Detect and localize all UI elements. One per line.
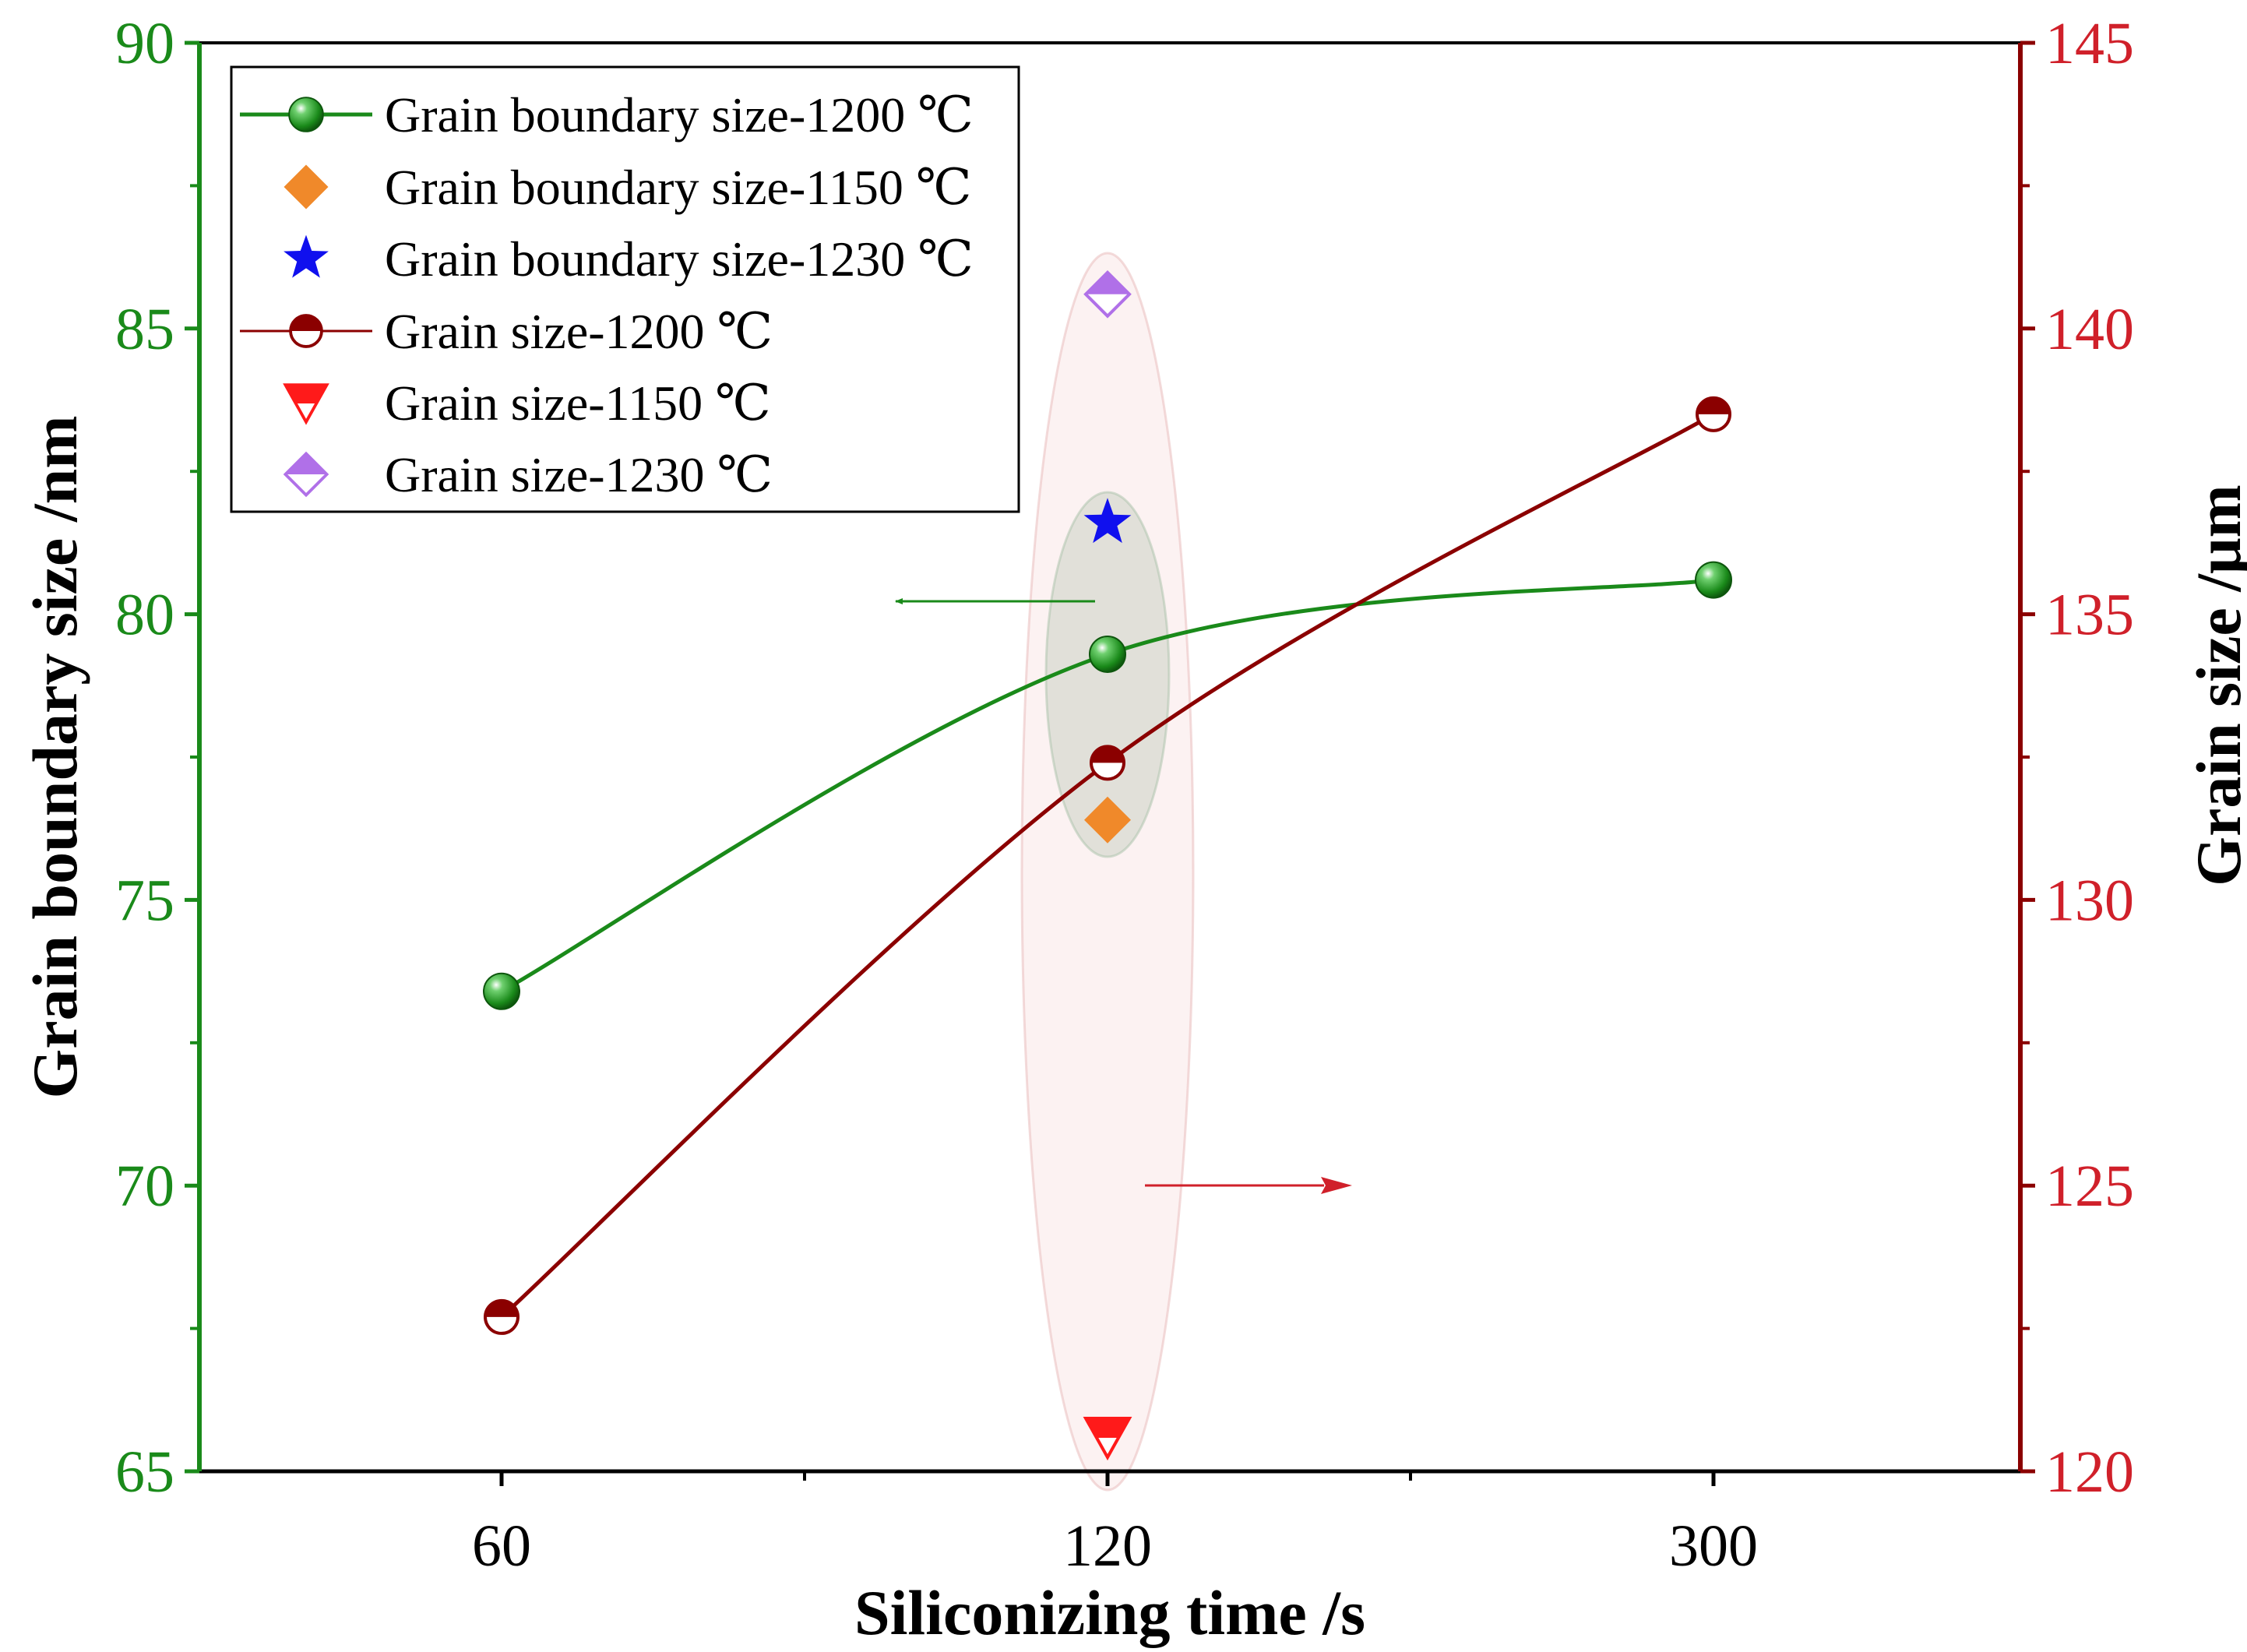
x-tick-labels: 60 120 300 (472, 1513, 1758, 1579)
grain-size-1230-marker (1083, 269, 1132, 319)
markers (483, 269, 1732, 1461)
right-y-tick-label: 145 (2045, 11, 2134, 76)
legend-marker (288, 97, 324, 132)
grain-boundary-1150-marker (1084, 796, 1131, 844)
legend-marker (289, 314, 323, 348)
legend-label: Grain boundary size-1150 ℃ (385, 160, 971, 215)
right-y-tick-label: 125 (2045, 1154, 2134, 1219)
legend-box (230, 65, 1020, 513)
legend-label: Grain boundary size-1230 ℃ (385, 231, 974, 287)
grain-boundary-1200-marker (483, 972, 520, 1010)
grain-boundary-1230-marker (1083, 498, 1132, 544)
left-y-tick-label: 75 (115, 868, 174, 933)
x-tick-label: 300 (1669, 1513, 1758, 1579)
right-y-ticks: 120 125 130 135 140 145 (2020, 11, 2134, 1505)
grain-boundary-1200-marker (1089, 635, 1126, 673)
grain-boundary-1200-marker (1695, 561, 1732, 599)
right-y-tick-label: 120 (2045, 1439, 2134, 1505)
legend-label: Grain size-1200 ℃ (385, 304, 773, 359)
legend-label: Grain size-1230 ℃ (385, 447, 773, 502)
right-y-axis-title: Grain size /μm (2183, 484, 2247, 886)
right-y-tick-label: 130 (2045, 868, 2134, 933)
grain-size-1200-marker (484, 1298, 519, 1335)
legend-label: Grain size-1150 ℃ (385, 375, 771, 431)
right-y-tick-label: 140 (2045, 297, 2134, 362)
left-y-tick-label: 85 (115, 297, 174, 362)
legend-label: Grain boundary size-1200 ℃ (385, 87, 974, 143)
left-y-tick-label: 70 (115, 1154, 174, 1219)
x-ticks (499, 1471, 1716, 1486)
legend-marker (284, 234, 329, 278)
grain-size-highlight-ellipse (1020, 252, 1195, 1492)
legend-marker (283, 383, 329, 425)
x-axis-title: Siliconizing time /s (854, 1577, 1365, 1648)
direction-arrows (895, 598, 1352, 1194)
grain-size-1200-marker (1696, 396, 1731, 432)
legend: Grain boundary size-1200 ℃ Grain boundar… (230, 65, 1020, 513)
left-y-tick-label: 65 (115, 1439, 174, 1505)
grain-boundary-highlight-ellipse (1044, 491, 1171, 858)
left-y-axis-title: Grain boundary size /nm (19, 415, 90, 1098)
right-axis-arrow-head (1321, 1177, 1352, 1194)
grain-size-1150-marker (1083, 1416, 1132, 1461)
legend-marker (284, 164, 329, 210)
x-tick-label: 60 (472, 1513, 531, 1579)
legend-marker (283, 451, 329, 498)
x-tick-label: 120 (1063, 1513, 1152, 1579)
legend-symbols (240, 97, 372, 498)
left-y-tick-label: 80 (115, 583, 174, 648)
left-y-tick-label: 90 (115, 11, 174, 76)
right-y-tick-label: 135 (2045, 583, 2134, 648)
left-y-ticks: 65 70 75 80 85 90 (115, 11, 199, 1505)
highlight-ellipses (1020, 252, 1195, 1492)
grain-size-1200-marker (1090, 745, 1125, 781)
